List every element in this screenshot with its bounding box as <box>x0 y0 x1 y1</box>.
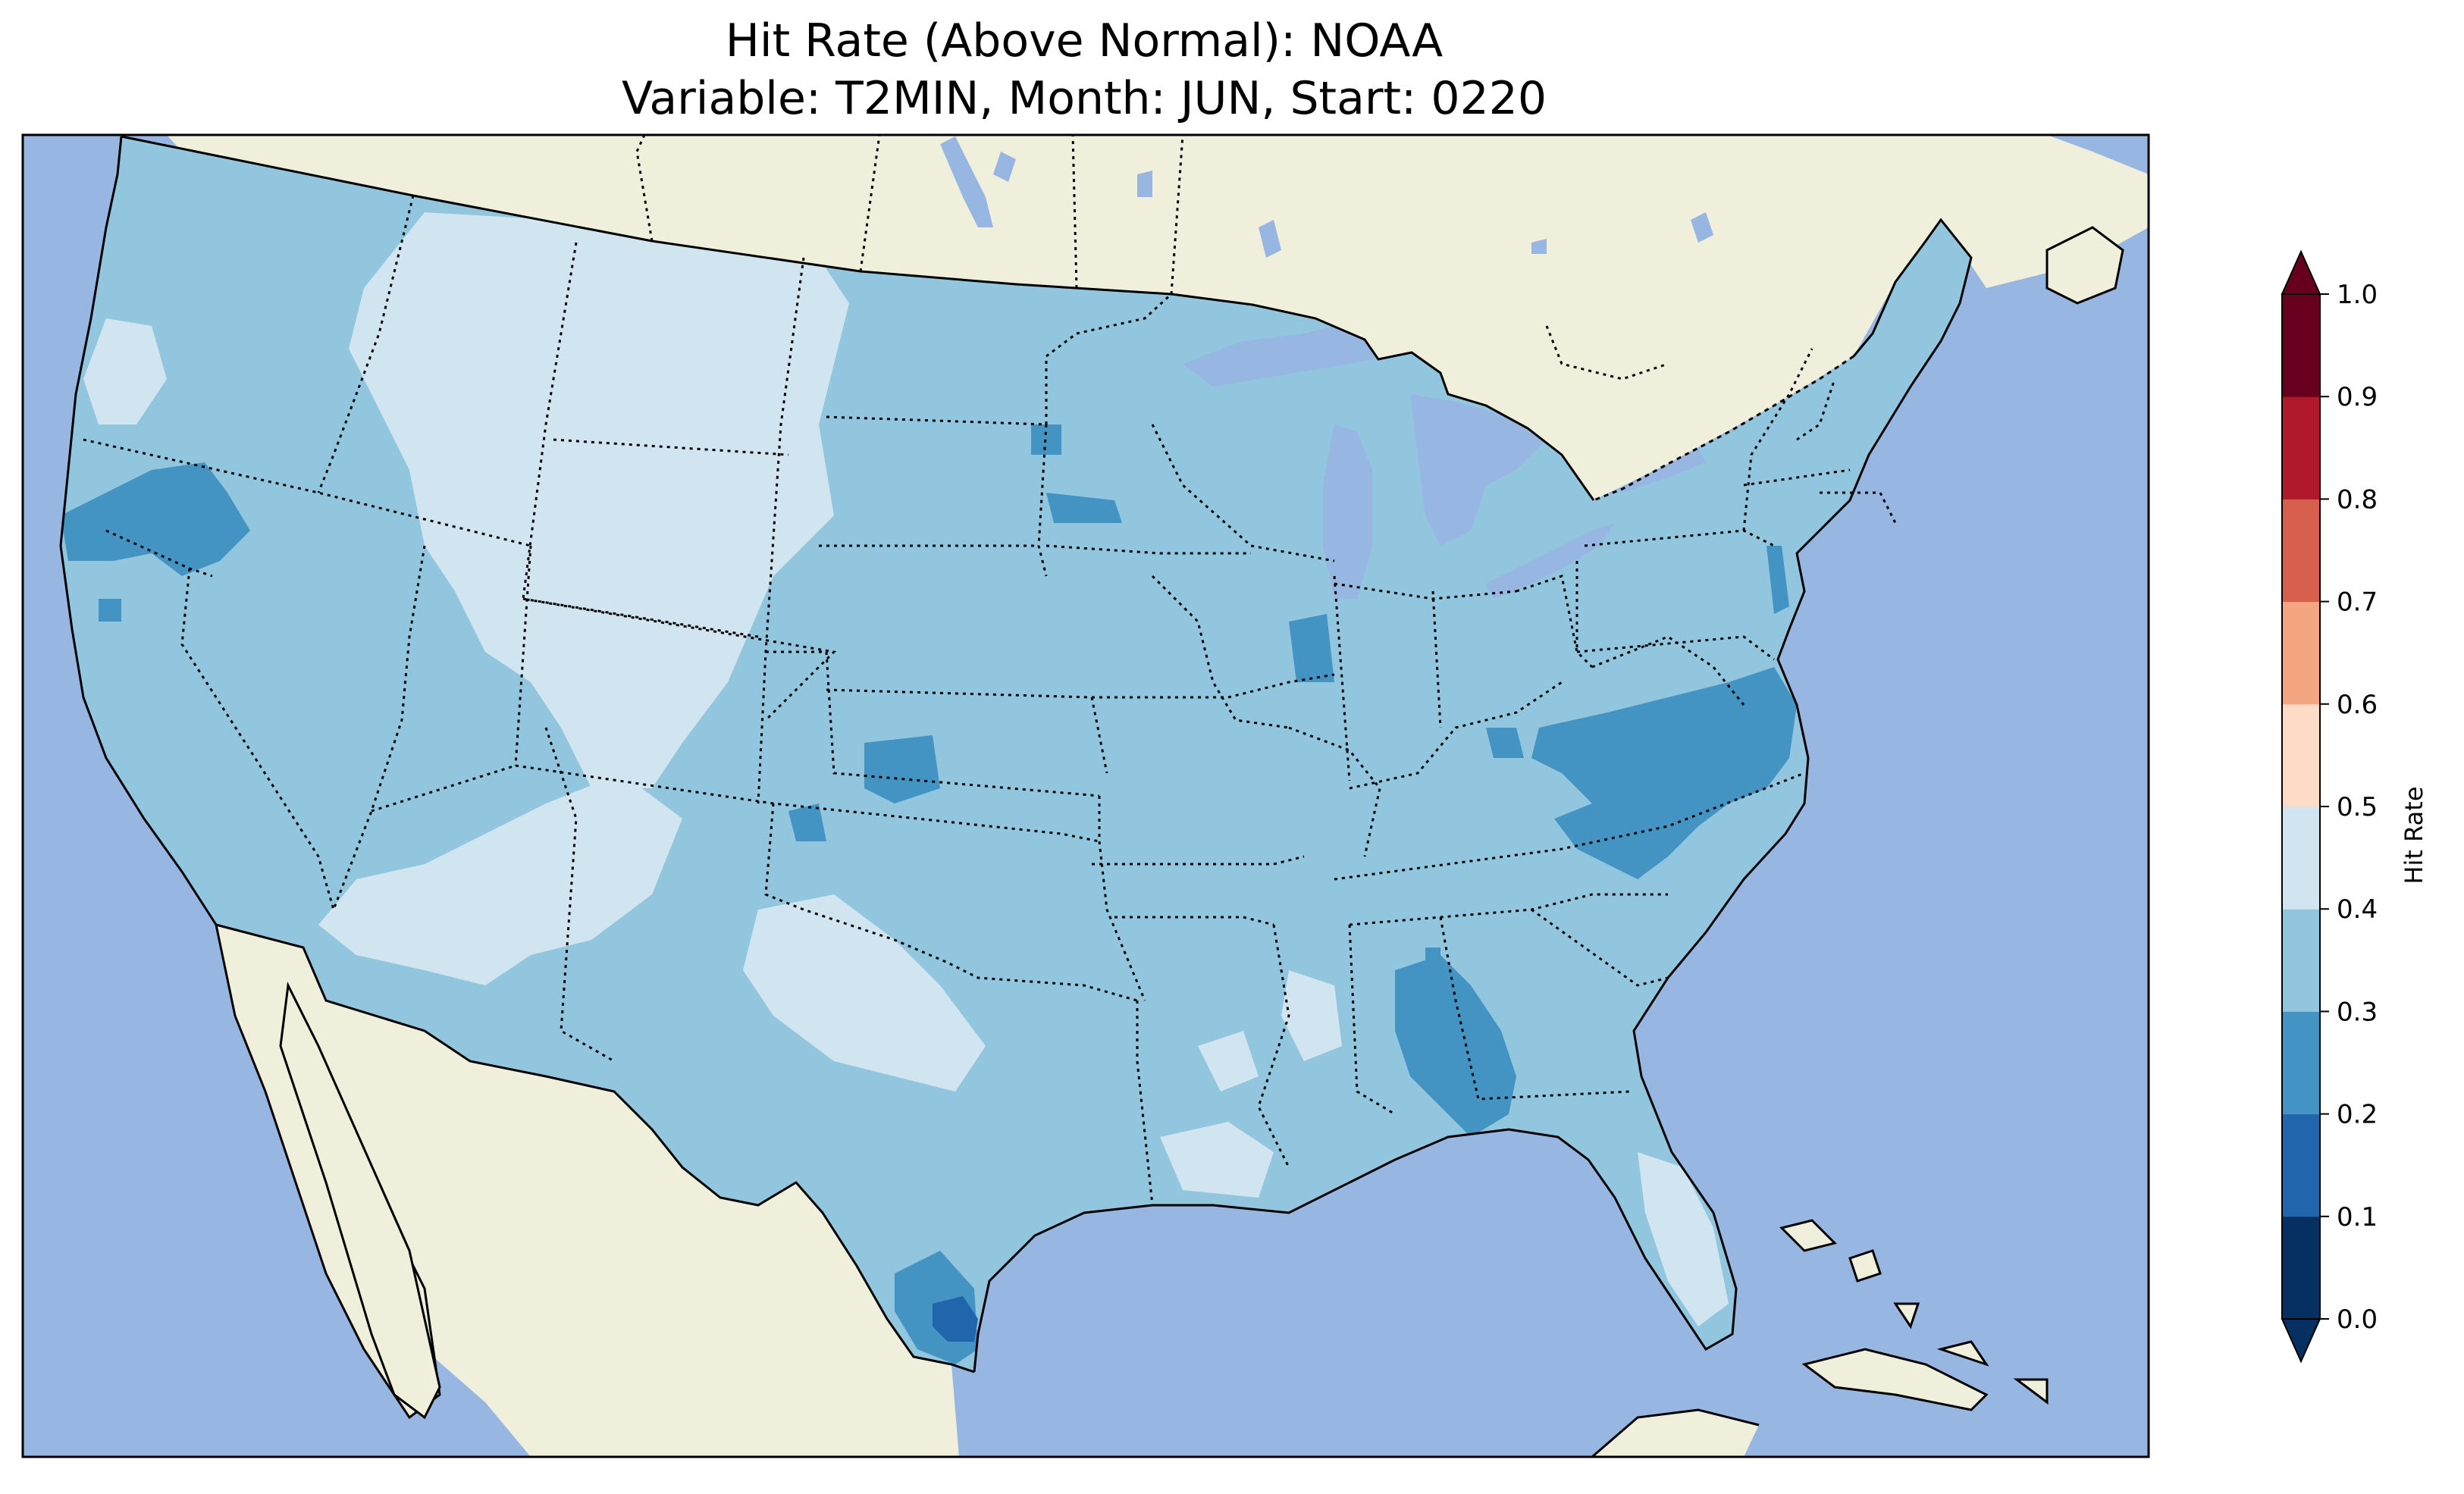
hit-rate-0.4-0.5-regions <box>83 212 1729 1326</box>
colorbar-tick-label: 0.6 <box>2337 690 2378 720</box>
colorbar-tick-label: 0.1 <box>2337 1202 2378 1232</box>
colorbar-label: Hit Rate <box>2400 786 2428 885</box>
colorbar-segment <box>2282 294 2320 397</box>
colorbar-segment <box>2282 909 2320 1012</box>
colorbar-tick-label: 0.2 <box>2337 1100 2378 1130</box>
colorbar-segment <box>2282 601 2320 705</box>
colorbar-segment <box>2282 1011 2320 1115</box>
baja-peninsula <box>279 981 441 1420</box>
colorbar-tick-label: 0.8 <box>2337 484 2378 515</box>
chart-title-line2: Variable: T2MIN, Month: JUN, Start: 0220 <box>621 72 1547 125</box>
colorbar-tick-label: 1.0 <box>2337 280 2378 310</box>
colorbar-tick-label: 0.9 <box>2337 382 2378 412</box>
colorbar-extend-max <box>2281 249 2321 295</box>
caribbean-islands <box>1779 1219 2049 1405</box>
colorbar-tick-label: 0.3 <box>2337 997 2378 1027</box>
colorbar-segment <box>2282 396 2320 500</box>
canadian-lakes <box>940 136 1713 258</box>
colorbar-tick-label: 0.4 <box>2337 894 2378 925</box>
map-frame <box>21 133 2150 1458</box>
colorbar-extend-min <box>2281 1318 2321 1364</box>
state-borders <box>83 135 1897 1206</box>
chart-title-line1: Hit Rate (Above Normal): NOAA <box>725 14 1444 67</box>
hit-rate-0.1-0.2-region <box>933 1296 978 1342</box>
colorbar-segment <box>2282 807 2320 910</box>
coastline-borders <box>59 135 2124 1457</box>
maritime-land <box>2047 227 2123 303</box>
colorbar-segment <box>2282 1113 2320 1217</box>
colorbar-tick-label: 0.5 <box>2337 792 2378 822</box>
colorbar-tick-label: 0.7 <box>2337 587 2378 618</box>
colorbar-tick-label: 0.0 <box>2337 1305 2378 1335</box>
colorbar-segment <box>2282 1216 2320 1320</box>
cuba-land <box>1804 1349 1986 1410</box>
colorbar-segment <box>2282 499 2320 603</box>
colorbar-segment <box>2282 703 2320 807</box>
canada-land <box>167 135 2149 500</box>
